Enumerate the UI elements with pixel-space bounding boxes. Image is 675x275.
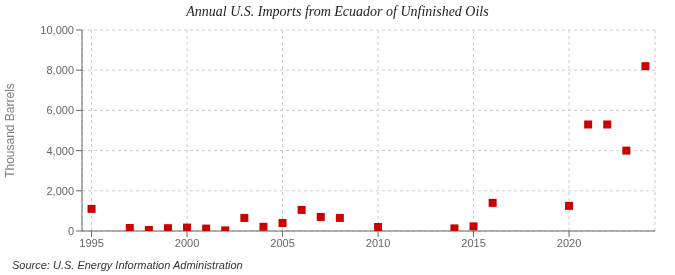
svg-text:1995: 1995 [79, 237, 103, 249]
svg-text:2005: 2005 [270, 237, 294, 249]
svg-text:6,000: 6,000 [46, 104, 74, 116]
svg-text:2015: 2015 [461, 237, 485, 249]
svg-text:8,000: 8,000 [46, 64, 74, 76]
svg-text:2,000: 2,000 [46, 185, 74, 197]
svg-text:10,000: 10,000 [40, 24, 74, 36]
svg-text:2000: 2000 [175, 237, 199, 249]
svg-text:0: 0 [68, 225, 74, 237]
svg-text:2020: 2020 [557, 237, 581, 249]
svg-text:4,000: 4,000 [46, 145, 74, 157]
html-text:Annual U.S. Imports from Ecuad: Annual U.S. Imports from Ecuador of Unfi… [186, 4, 489, 19]
svg-text:2010: 2010 [366, 237, 390, 249]
svg-text:Thousand Barrels: Thousand Barrels [8, 83, 17, 178]
html-text:Source: U.S. Energy Informatio: Source: U.S. Energy Information Administ… [12, 259, 243, 271]
